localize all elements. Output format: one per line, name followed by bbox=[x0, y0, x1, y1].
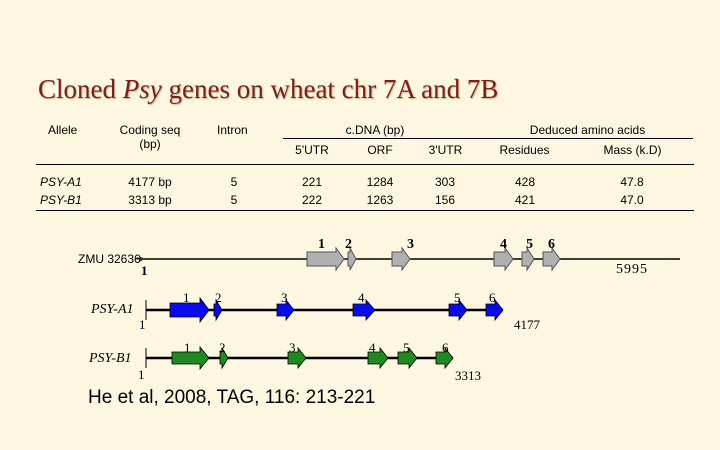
psy-b1-exon-5 bbox=[397, 346, 418, 370]
zmu-exon-3-label: 3 bbox=[407, 237, 414, 252]
row-psy-a1-residues: 428 bbox=[514, 175, 536, 189]
header-cdna: c.DNA (bp) bbox=[345, 123, 405, 137]
table-bottom-rule bbox=[36, 210, 694, 211]
psy-a1-exon-1 bbox=[169, 296, 210, 324]
psy-a1-exon-5-label: 5 bbox=[454, 290, 461, 305]
psy-a1-exon-6 bbox=[485, 298, 504, 322]
zmu-exon-2 bbox=[347, 247, 357, 271]
header-orf: ORF bbox=[367, 143, 393, 157]
row-psy-a1-orf: 1284 bbox=[366, 175, 394, 189]
header-mass: Mass (k.D) bbox=[603, 143, 662, 157]
psy-a1-exon-2-label: 2 bbox=[215, 290, 222, 305]
zmu-label: ZMU 32636 bbox=[78, 252, 141, 266]
row-psy-b1-residues: 421 bbox=[514, 193, 536, 207]
row-psy-b1-mass: 47.0 bbox=[620, 193, 644, 207]
zmu-exon-2-label: 2 bbox=[345, 237, 352, 252]
header-3utr: 3'UTR bbox=[428, 143, 463, 157]
zmu-exon-5-label: 5 bbox=[526, 237, 533, 252]
psy-a1-start-label: 1 bbox=[139, 317, 146, 332]
zmu-exon-1-label: 1 bbox=[318, 237, 325, 252]
psy-a1-exon-5 bbox=[448, 298, 468, 322]
zmu-exon-3 bbox=[391, 246, 411, 272]
psy-b1-exon-3-label: 3 bbox=[289, 340, 296, 355]
psy-b1-exon-5-label: 5 bbox=[403, 340, 410, 355]
zmu-exon-5 bbox=[521, 246, 535, 272]
row-psy-b1-utr3: 156 bbox=[434, 193, 456, 207]
header-residues: Residues bbox=[499, 143, 550, 157]
zmu-exon-4-label: 4 bbox=[500, 237, 507, 252]
psy-a1-exon-1-label: 1 bbox=[183, 290, 190, 305]
slide-title: Cloned Psy genes on wheat chr 7A and 7B bbox=[38, 74, 499, 104]
table-top-rule bbox=[36, 164, 694, 165]
psy-a1-gene-track bbox=[145, 296, 504, 324]
row-psy-a1-mass: 47.8 bbox=[620, 175, 644, 189]
psy-b1-gene-track bbox=[145, 345, 454, 371]
row-psy-a1-utr3: 303 bbox=[434, 175, 456, 189]
row-psy-b1-utr5: 222 bbox=[301, 193, 323, 207]
zmu-start-label: 1 bbox=[141, 263, 148, 278]
citation: He et al, 2008, TAG, 116: 213-221 bbox=[88, 387, 376, 408]
psy-a1-exon-4-label: 4 bbox=[358, 290, 365, 305]
psy-b1-exon-4-label: 4 bbox=[369, 340, 376, 355]
psy-a1-end-label: 4177 bbox=[514, 317, 540, 332]
row-psy-b1-orf: 1263 bbox=[366, 193, 394, 207]
psy-b1-end-label: 3313 bbox=[455, 368, 481, 383]
zmu-exon-6 bbox=[542, 246, 561, 272]
row-psy-b1-allele: PSY-B1 bbox=[40, 193, 82, 207]
psy-b1-exon-6 bbox=[435, 346, 454, 370]
zmu-gene-track bbox=[136, 246, 680, 272]
row-psy-b1-coding: 3313 bp bbox=[128, 193, 172, 207]
header-coding-seq: Coding seq (bp) bbox=[119, 123, 181, 151]
psy-a1-exon-6-label: 6 bbox=[489, 290, 496, 305]
psy-b1-start-label: 1 bbox=[138, 367, 145, 382]
header-rule bbox=[283, 138, 693, 139]
row-psy-a1-allele: PSY-A1 bbox=[40, 175, 82, 189]
psy-b1-exon-4 bbox=[367, 346, 389, 370]
zmu-exon-1 bbox=[306, 246, 345, 272]
row-psy-b1-intron: 5 bbox=[230, 193, 238, 207]
psy-a1-label: PSY-A1 bbox=[91, 302, 134, 317]
psy-b1-exon-2-label: 2 bbox=[219, 340, 226, 355]
header-deduced-amino-acids: Deduced amino acids bbox=[529, 123, 646, 137]
row-psy-a1-intron: 5 bbox=[230, 175, 238, 189]
zmu-exon-6-label: 6 bbox=[548, 237, 555, 252]
row-psy-a1-utr5: 221 bbox=[301, 175, 323, 189]
header-intron: Intron bbox=[217, 123, 248, 137]
psy-b1-exon-2 bbox=[219, 346, 229, 370]
psy-b1-exon-6-label: 6 bbox=[442, 340, 449, 355]
header-5utr: 5'UTR bbox=[295, 143, 329, 157]
zmu-exon-4 bbox=[493, 246, 514, 272]
psy-b1-exon-1-label: 1 bbox=[184, 340, 191, 355]
psy-b1-exon-3 bbox=[287, 346, 307, 370]
psy-b1-exon-1 bbox=[171, 345, 210, 371]
psy-a1-exon-4 bbox=[352, 298, 376, 322]
psy-a1-exon-2 bbox=[213, 298, 223, 322]
psy-a1-exon-3-label: 3 bbox=[281, 290, 288, 305]
header-allele: Allele bbox=[48, 123, 78, 137]
row-psy-a1-coding: 4177 bp bbox=[128, 175, 172, 189]
zmu-end-label: 5995 bbox=[616, 262, 648, 277]
psy-a1-exon-3 bbox=[276, 298, 295, 322]
psy-b1-label: PSY-B1 bbox=[89, 351, 132, 366]
